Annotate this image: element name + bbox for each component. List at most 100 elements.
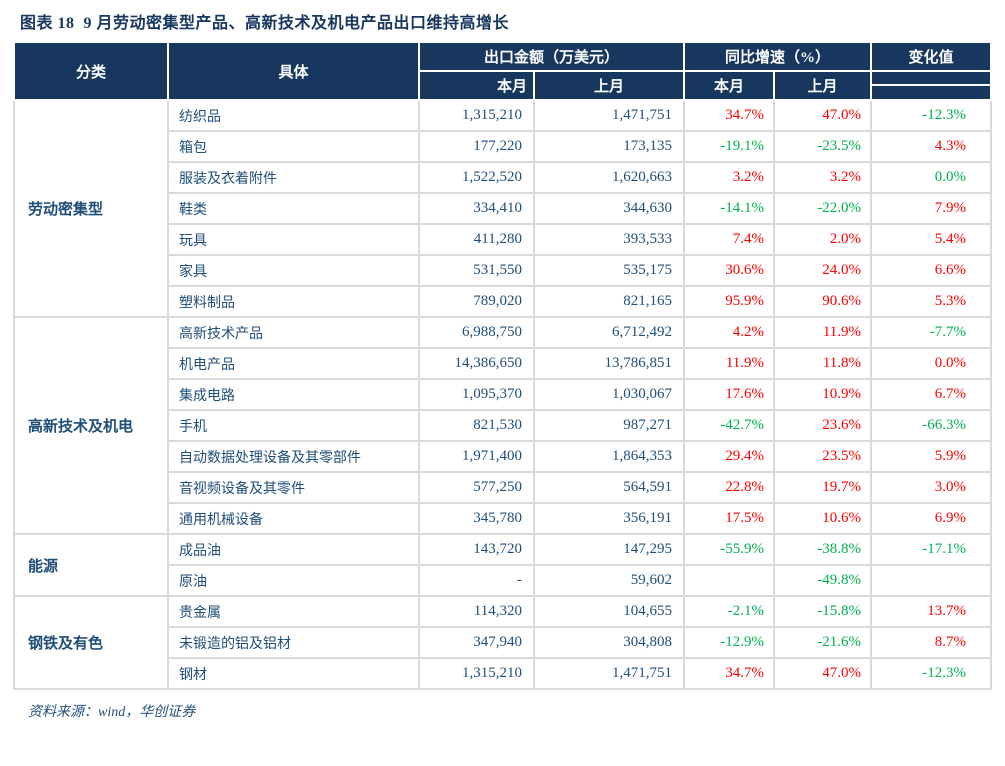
yoy-this-cell: 17.6% — [683, 378, 776, 411]
amount-this-cell: 1,971,400 — [418, 440, 535, 473]
table-row: 箱包 177,220 173,135 -19.1% -23.5% 4.3% — [14, 130, 993, 163]
subheader-amount-this-month: 本月 — [418, 70, 535, 101]
amount-this-cell: 345,780 — [418, 502, 535, 535]
item-cell: 箱包 — [167, 130, 420, 163]
yoy-last-cell: 3.2% — [773, 161, 873, 194]
change-cell: 8.7% — [870, 626, 993, 659]
amount-this-cell: 143,720 — [418, 533, 535, 566]
header-category: 分类 — [13, 41, 169, 101]
amount-last-cell: 1,471,751 — [532, 99, 686, 132]
amount-this-cell: 1,522,520 — [418, 161, 535, 194]
amount-last-cell: 304,808 — [532, 626, 686, 659]
export-table: 分类 具体 出口金额（万美元） 同比增速（%） 变化值 本月 上月 本月 上月 … — [13, 41, 993, 690]
header-group-yoy: 同比增速（%） — [683, 41, 873, 72]
yoy-this-cell: 22.8% — [683, 471, 776, 504]
amount-this-cell: 531,550 — [418, 254, 535, 287]
table-row: 能源 成品油 143,720 147,295 -55.9% -38.8% -17.1% — [13, 533, 993, 597]
yoy-this-cell — [683, 564, 776, 597]
yoy-last-cell: -38.8% — [773, 533, 873, 566]
table-row: 家具 531,550 535,175 30.6% 24.0% 6.6% — [14, 254, 993, 287]
amount-this-cell: 347,940 — [418, 626, 535, 659]
item-cell: 集成电路 — [167, 378, 420, 411]
table-row: 集成电路 1,095,370 1,030,067 17.6% 10.9% 6.7% — [14, 378, 993, 411]
amount-last-cell: 564,591 — [532, 471, 686, 504]
yoy-this-cell: 34.7% — [683, 657, 776, 690]
item-cell: 服装及衣着附件 — [167, 161, 420, 194]
amount-this-cell: 14,386,650 — [418, 347, 535, 380]
item-cell: 手机 — [167, 409, 420, 442]
table-row: 原油 -59,602 -49.8% — [14, 564, 993, 597]
table-row: 手机 821,530 987,271 -42.7% 23.6% -66.3% — [14, 409, 993, 442]
amount-this-cell: 6,988,750 — [418, 316, 535, 349]
change-cell: 7.9% — [870, 192, 993, 225]
table-row: 劳动密集型 纺织品 1,315,210 1,471,751 34.7% 47.0% -12.… — [13, 99, 993, 318]
amount-last-cell: 59,602 — [532, 564, 686, 597]
amount-this-cell: 114,320 — [418, 595, 535, 628]
change-cell: 6.7% — [870, 378, 993, 411]
yoy-last-cell: -49.8% — [773, 564, 873, 597]
header-row-groups: 分类 具体 出口金额（万美元） 同比增速（%） 变化值 — [13, 41, 993, 101]
yoy-last-cell: 47.0% — [773, 657, 873, 690]
amount-last-cell: 821,165 — [532, 285, 686, 318]
yoy-last-cell: -15.8% — [773, 595, 873, 628]
item-cell: 纺织品 — [167, 99, 420, 132]
table-row: 通用机械设备 345,780 356,191 17.5% 10.6% 6.9% — [14, 502, 993, 535]
amount-last-cell: 535,175 — [532, 254, 686, 287]
yoy-this-cell: 95.9% — [683, 285, 776, 318]
amount-this-cell: 334,410 — [418, 192, 535, 225]
change-cell: 6.6% — [870, 254, 993, 287]
change-cell: -12.3% — [870, 657, 993, 690]
yoy-this-cell: -12.9% — [683, 626, 776, 659]
header-group-amount: 出口金额（万美元） — [417, 41, 686, 72]
change-cell: 4.3% — [870, 130, 993, 163]
table-row: 钢铁及有色 贵金属 114,320 104,655 -2.1% -15.8% 13.7% — [13, 595, 993, 690]
amount-last-cell: 1,620,663 — [532, 161, 686, 194]
header-row-subs: 本月 上月 本月 上月 — [14, 70, 993, 101]
item-cell: 塑料制品 — [167, 285, 420, 318]
amount-this-cell: 789,020 — [418, 285, 535, 318]
header-item: 具体 — [167, 41, 420, 101]
amount-last-cell: 104,655 — [532, 595, 686, 628]
yoy-last-cell: 23.5% — [773, 440, 873, 473]
amount-last-cell: 1,864,353 — [532, 440, 686, 473]
table-body: 劳动密集型 纺织品 1,315,210 1,471,751 34.7% 47.0% -12.… — [13, 99, 993, 690]
change-cell: 5.9% — [870, 440, 993, 473]
change-cell: 0.0% — [870, 347, 993, 380]
amount-last-cell: 1,471,751 — [532, 657, 686, 690]
yoy-last-cell: 23.6% — [773, 409, 873, 442]
item-cell: 未锻造的铝及铝材 — [167, 626, 420, 659]
item-cell: 成品油 — [167, 533, 420, 566]
change-cell: 13.7% — [870, 595, 993, 628]
amount-last-cell: 173,135 — [532, 130, 686, 163]
table-row: 高新技术及机电 高新技术产品 6,988,750 6,712,492 4.2% 11.9%… — [13, 316, 993, 535]
category-cell: 能源 — [13, 533, 169, 597]
yoy-last-cell: 90.6% — [773, 285, 873, 318]
amount-this-cell: 1,315,210 — [418, 99, 535, 132]
category-cell: 劳动密集型 — [13, 99, 169, 318]
yoy-last-cell: 10.9% — [773, 378, 873, 411]
amount-this-cell: 821,530 — [418, 409, 535, 442]
category-cell: 钢铁及有色 — [13, 595, 169, 690]
change-cell: -7.7% — [870, 316, 993, 349]
amount-last-cell: 393,533 — [532, 223, 686, 256]
change-cell — [870, 564, 993, 597]
amount-last-cell: 13,786,851 — [532, 347, 686, 380]
yoy-this-cell: 4.2% — [683, 316, 776, 349]
yoy-last-cell: 47.0% — [773, 99, 873, 132]
item-cell: 自动数据处理设备及其零部件 — [167, 440, 420, 473]
yoy-last-cell: -21.6% — [773, 626, 873, 659]
change-cell: -17.1% — [870, 533, 993, 566]
change-cell: -66.3% — [870, 409, 993, 442]
yoy-this-cell: -42.7% — [683, 409, 776, 442]
item-cell: 高新技术产品 — [167, 316, 420, 349]
item-cell: 玩具 — [167, 223, 420, 256]
table-row: 钢材 1,315,210 1,471,751 34.7% 47.0% -12.3% — [14, 657, 993, 690]
source-note: 资料来源：wind，华创证券 — [28, 705, 196, 720]
item-cell: 家具 — [167, 254, 420, 287]
amount-this-cell: 1,095,370 — [418, 378, 535, 411]
divider-line — [872, 72, 991, 86]
yoy-last-cell: 24.0% — [773, 254, 873, 287]
amount-this-cell: 577,250 — [418, 471, 535, 504]
yoy-this-cell: 29.4% — [683, 440, 776, 473]
table-row: 玩具 411,280 393,533 7.4% 2.0% 5.4% — [14, 223, 993, 256]
